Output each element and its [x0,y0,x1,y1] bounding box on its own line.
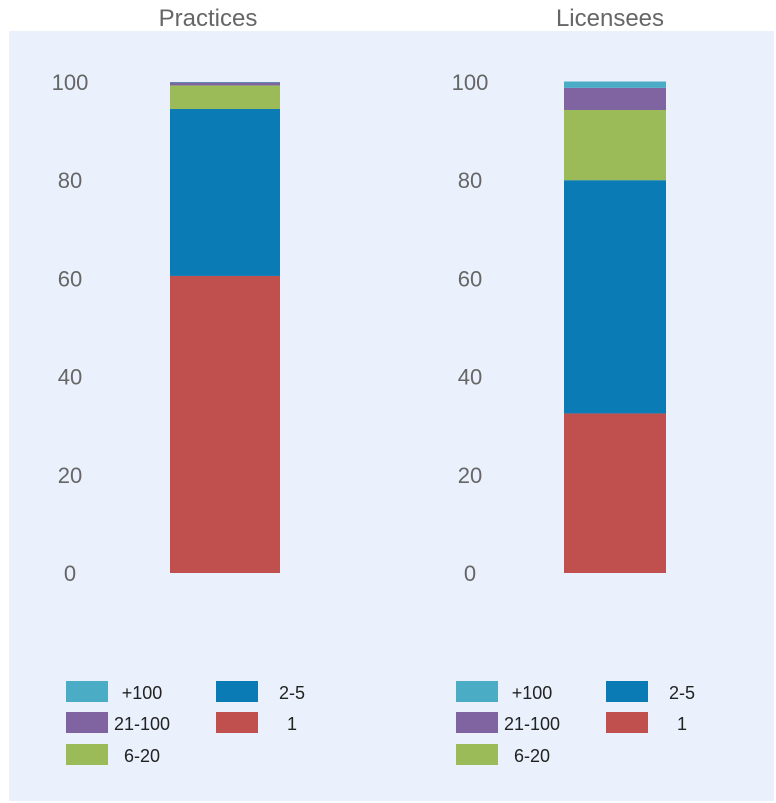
legend-label: 2-5 [669,683,695,703]
y-tick-label: 100 [52,70,89,95]
legend-item-plus100: +100 [66,681,162,703]
legend-item-1: 1 [216,712,297,734]
y-axis-ticks-licensees: 0 20 40 60 80 100 [452,70,489,586]
legend-item-6-20: 6-20 [456,744,550,766]
bar-segment-21-100 [564,87,666,110]
y-tick-label: 60 [458,266,482,291]
y-axis-ticks-practices: 0 20 40 60 80 100 [52,70,89,586]
legend-item-21-100: 21-100 [66,712,170,734]
y-tick-label: 0 [464,561,476,586]
legend-swatch [216,712,258,733]
legend-swatch [456,744,498,765]
chart-panel-licensees: Licensees 0 20 40 60 80 100 +100 2-5 21-100 1 6-2… [452,5,695,766]
bar-segment-2-5 [564,180,666,414]
bar-segment-1 [170,275,280,573]
bar-segment-2-5 [170,109,280,276]
legend-label: +100 [512,683,553,703]
bar-segment-21-100 [170,82,280,86]
y-tick-label: 0 [64,561,76,586]
legend-label: 6-20 [124,746,160,766]
stacked-bar-licensees [564,81,666,573]
legend-item-2-5: 2-5 [606,681,695,703]
bar-segment-plus100 [564,81,666,88]
bar-segment-1 [564,413,666,573]
legend-item-plus100: +100 [456,681,552,703]
legend-practices: +100 2-5 21-100 1 6-20 [66,681,305,766]
legend-label: 1 [677,714,687,734]
legend-swatch [606,712,648,733]
legend-item-2-5: 2-5 [216,681,305,703]
legend-swatch [456,681,498,702]
legend-item-1: 1 [606,712,687,734]
legend-label: 1 [287,714,297,734]
y-tick-label: 20 [58,463,82,488]
legend-item-6-20: 6-20 [66,744,160,766]
legend-item-21-100: 21-100 [456,712,560,734]
y-tick-label: 20 [458,463,482,488]
bar-segment-6-20 [564,109,666,181]
y-tick-label: 40 [58,365,82,390]
y-tick-label: 100 [452,70,489,95]
legend-label: 6-20 [514,746,550,766]
chart-panel-practices: Practices 0 20 40 60 80 100 +100 2-5 21-100 1 6-2… [52,5,305,766]
bar-segment-6-20 [170,85,280,110]
y-tick-label: 80 [458,168,482,193]
y-tick-label: 40 [458,365,482,390]
stacked-bar-practices [170,82,280,573]
chart-title-licensees: Licensees [556,5,664,32]
legend-licensees: +100 2-5 21-100 1 6-20 [456,681,695,766]
legend-swatch [66,744,108,765]
legend-swatch [66,712,108,733]
legend-label: 2-5 [279,683,305,703]
chart-title-practices: Practices [159,5,258,32]
legend-swatch [456,712,498,733]
legend-swatch [66,681,108,702]
legend-label: +100 [122,683,163,703]
legend-swatch [606,681,648,702]
y-tick-label: 80 [58,168,82,193]
legend-label: 21-100 [114,714,170,734]
legend-label: 21-100 [504,714,560,734]
y-tick-label: 60 [58,266,82,291]
legend-swatch [216,681,258,702]
